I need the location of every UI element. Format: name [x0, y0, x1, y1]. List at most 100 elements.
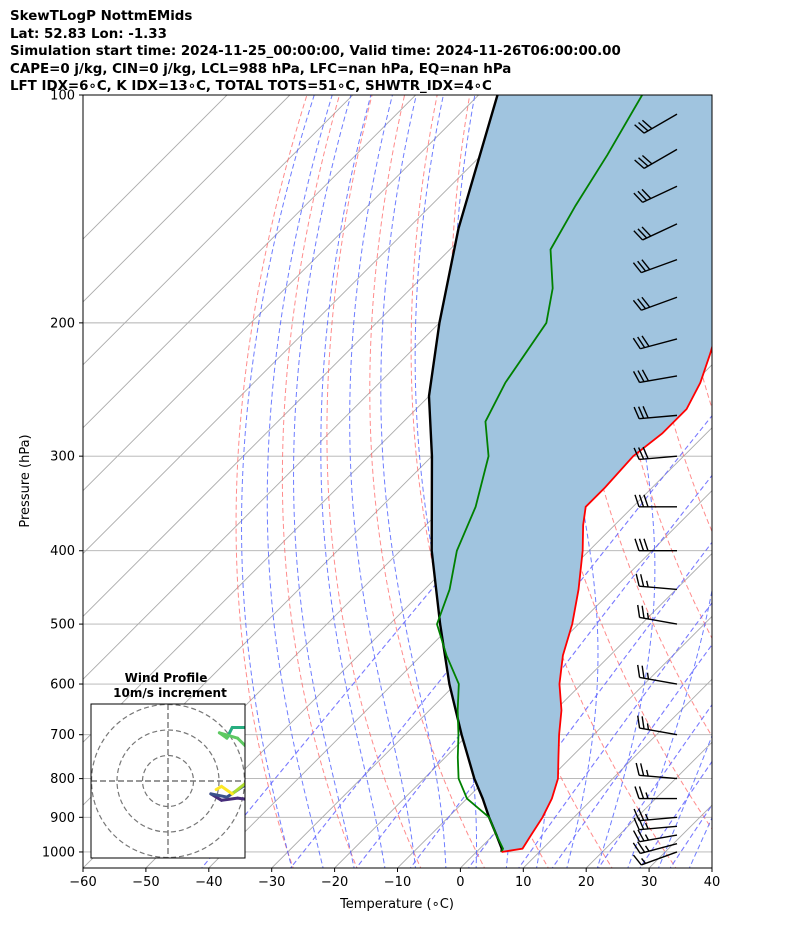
wind-barb [632, 851, 678, 866]
y-tick-label: 200 [50, 316, 75, 331]
location-line: Lat: 52.83 Lon: -1.33 [10, 26, 167, 42]
barb-feather [641, 665, 645, 679]
index-line: LFT IDX=6∘C, K IDX=13∘C, TOTAL TOTS=51∘C… [10, 79, 492, 94]
dry-adiabat [729, 78, 794, 871]
temperature-profile-line [501, 344, 712, 853]
moist-adiabat [750, 78, 794, 871]
mixing-ratio-line [669, 804, 712, 868]
barb-half-feather [646, 672, 650, 680]
barb-staff [640, 842, 678, 855]
barb-staff [639, 834, 678, 843]
barb-feather [634, 159, 645, 169]
barb-feather [637, 829, 645, 842]
wind-barb [633, 223, 678, 241]
isotherm-line [459, 615, 712, 868]
wind-barb [632, 369, 678, 384]
barb-feather [633, 192, 644, 203]
barb-feather [632, 842, 641, 854]
moist-adiabat [293, 95, 355, 868]
wind-barb [635, 762, 678, 780]
x-tick-label: 20 [578, 875, 595, 890]
cape-shading [428, 95, 712, 852]
barb-half-feather [645, 769, 649, 777]
wind-barb [635, 573, 678, 591]
y-tick-label: 900 [50, 811, 75, 826]
barb-feather [632, 262, 642, 274]
barb-staff [639, 616, 678, 625]
barb-feather [640, 763, 645, 776]
barb-feather [641, 716, 645, 729]
barb-feather [632, 830, 641, 843]
hodograph-frame [90, 703, 246, 859]
barb-staff [643, 148, 678, 170]
barb-feather [632, 337, 641, 350]
wind-barb [634, 786, 677, 800]
barb-feather [637, 228, 648, 239]
barb-feather [638, 494, 645, 508]
barb-staff [639, 816, 678, 822]
x-tick-label: −40 [195, 875, 222, 890]
moist-adiabat [349, 95, 416, 868]
x-tick-label: −60 [69, 875, 96, 890]
mixing-ratio-line [551, 643, 712, 868]
isotherm-line [83, 95, 354, 366]
barb-feather [633, 406, 640, 419]
hodograph-segment [217, 731, 240, 740]
mixing-ratio-line [597, 703, 712, 868]
hodograph-segment [214, 784, 224, 792]
barb-feather [634, 124, 645, 134]
barb-feather [641, 335, 650, 347]
isotherm-line [83, 95, 543, 555]
wind-barb [637, 604, 678, 625]
barb-half-feather [644, 822, 649, 830]
isotherm-line [83, 95, 228, 240]
barb-feather [638, 157, 649, 167]
wind-barb [632, 258, 678, 274]
isotherm-line [83, 95, 291, 303]
barb-feather [634, 538, 640, 551]
isotherm-line [83, 95, 480, 492]
x-tick-label: 30 [641, 875, 658, 890]
dewpoint-profile-line [436, 95, 643, 853]
wind-barb [634, 494, 677, 508]
wind-barb [632, 335, 678, 350]
wind-barb [632, 841, 678, 855]
time-line: Simulation start time: 2024-11-25_00:00:… [10, 44, 621, 59]
hodograph-segment [220, 784, 234, 796]
hodograph-subtitle: 10m/s increment [113, 686, 227, 700]
wind-barb [633, 185, 678, 203]
hodograph-segment [236, 736, 245, 748]
barb-feather [637, 298, 647, 310]
barb-feather [634, 786, 640, 799]
hodograph-title: Wind Profile [125, 671, 208, 685]
barb-feather [632, 299, 642, 311]
barb-feather [641, 188, 652, 200]
barb-feather [637, 841, 646, 853]
barb-staff [639, 375, 678, 384]
barb-staff [639, 414, 678, 420]
isotherm-line [83, 95, 417, 429]
barb-feather [637, 336, 646, 348]
hodograph-segment [236, 796, 245, 801]
y-tick-label: 400 [50, 544, 75, 559]
y-tick-label: 300 [50, 450, 75, 465]
hodograph-segment [209, 792, 229, 799]
wind-barb [637, 715, 678, 736]
chart-header: SkewTLogP NottmEMids Lat: 52.83 Lon: -1.… [10, 8, 621, 96]
x-tick-label: −20 [321, 875, 348, 890]
barb-staff [641, 296, 678, 311]
wind-barb [632, 829, 678, 843]
barb-staff [641, 851, 678, 866]
barb-feather [638, 121, 649, 132]
wind-barb [632, 296, 678, 311]
dry-adiabat [369, 95, 486, 868]
y-tick-label: 100 [50, 89, 75, 104]
barb-feather [637, 260, 647, 272]
barb-feather [641, 154, 653, 165]
barb-feather [632, 854, 642, 866]
barb-feather [633, 817, 640, 830]
barb-half-feather [641, 858, 647, 864]
moist-adiabat [658, 734, 712, 868]
mixing-ratio-line [518, 601, 712, 868]
